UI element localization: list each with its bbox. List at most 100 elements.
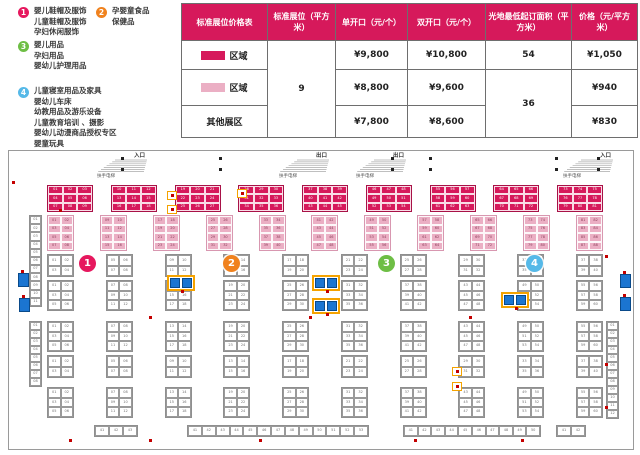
- booth-cell: 48: [499, 426, 513, 436]
- table-header-single-opening: 单开口（元/个）: [335, 3, 408, 41]
- booth-cell: 70: [483, 233, 497, 242]
- booth-cell: 09: [100, 216, 114, 225]
- legend-line: 保健品: [112, 16, 135, 26]
- column-dot: [429, 157, 432, 160]
- booth-cell: 49: [518, 322, 531, 332]
- booth-cell: 06: [77, 194, 92, 203]
- booth-cell: 36: [268, 202, 284, 211]
- booth-cell: 43: [459, 388, 472, 398]
- booth-cell: 27: [400, 265, 414, 276]
- booth-cell: 22: [166, 233, 179, 242]
- booth-block: 01 02 03 04 05 06: [47, 321, 74, 352]
- booth-cell: 14: [178, 388, 191, 398]
- desk-unit: [170, 278, 181, 288]
- booth-cell: 30: [268, 186, 284, 195]
- booth-cell: 41: [95, 426, 109, 436]
- booth-cell: 48: [471, 407, 485, 417]
- booth-cell: 48: [396, 186, 411, 195]
- fire-point-box: [237, 189, 247, 198]
- booth-cell: 36: [354, 300, 367, 310]
- booth-cell: 07: [48, 241, 61, 250]
- booth-cell: 70: [494, 202, 509, 211]
- booth-row-strip: 41 42: [556, 425, 586, 437]
- booth-cell: 81: [587, 202, 602, 211]
- booth-cell: 18: [295, 356, 309, 367]
- booth-cell: 55: [365, 241, 378, 250]
- booth-cell: 42: [571, 426, 585, 436]
- pillar-dot: [149, 316, 152, 319]
- facility-box: [620, 271, 631, 288]
- legend-item-4: 4 儿童寝室用品及家具 婴幼儿车床 幼教用品及游乐设备 儿童教育培训 、摄影 婴幼儿动漫商…: [18, 86, 117, 149]
- booth-block: 25 26 27 28 29 30: [282, 321, 310, 352]
- booth-cell: 15: [165, 290, 179, 301]
- booth-cell: 16: [178, 331, 191, 342]
- booth-cell: 42: [324, 216, 338, 225]
- booth-cell: 21: [341, 255, 355, 266]
- booth-cell: 75: [587, 186, 602, 195]
- booth-cell: 47: [312, 241, 325, 250]
- booth-cell: 31: [341, 281, 355, 291]
- booth-cell: 07: [607, 370, 618, 378]
- booth-cell: 01: [30, 322, 41, 330]
- legend-line: 婴儿用品: [34, 40, 64, 49]
- booth-cell: 53: [381, 202, 397, 211]
- booth-cell: 13: [165, 388, 179, 398]
- booth-cell: 05: [48, 233, 61, 242]
- facility-box: [620, 294, 631, 311]
- booth-cell: 15: [165, 331, 179, 342]
- booth-block: 41 42 43 44 45 46 47 48: [311, 215, 339, 251]
- booth-cell: 43: [431, 426, 445, 436]
- booth-block: 19 20 21 22 23 24: [223, 280, 251, 311]
- booth-block: 17 18 19 20: [282, 254, 310, 277]
- booth-cell: 31: [341, 322, 355, 332]
- column-dot: [597, 168, 600, 171]
- column-dot: [391, 168, 394, 171]
- booth-cell: 22: [175, 194, 191, 203]
- booth-cell: 42: [201, 426, 216, 436]
- booth-cell: 03: [30, 232, 41, 241]
- column-dot: [597, 157, 600, 160]
- booth-cell: 56: [377, 241, 391, 250]
- booth-cell: 69: [471, 233, 484, 242]
- booth-block: 09 10 11 12 13 14 15 16: [99, 215, 127, 251]
- legend-line: 婴幼儿车床: [34, 96, 72, 106]
- booth-cell: 16: [178, 397, 191, 408]
- entrance-label: 入口: [133, 153, 145, 159]
- booth-cell: 50: [377, 216, 391, 225]
- booth-cell: 17: [153, 216, 167, 225]
- booth-cell: 11: [607, 402, 618, 410]
- dark-zone-swatch: [201, 50, 226, 60]
- booth-cell: 10: [178, 356, 191, 367]
- booth-cell: 21: [224, 397, 237, 408]
- zone-cell: 区域: [181, 69, 268, 106]
- booth-cell: 18: [141, 202, 156, 211]
- double-opening-price: ¥10,800: [407, 40, 486, 70]
- booth-cell: 10: [119, 290, 132, 301]
- booth-cell: 55: [576, 388, 590, 398]
- booth-cell: 24: [236, 407, 250, 417]
- booth-cell: 07: [106, 366, 120, 377]
- booth-cell: 03: [48, 366, 61, 377]
- booth-cell: 41: [188, 426, 202, 436]
- zone-marker-3: 3: [378, 255, 395, 272]
- pillar-dot: [414, 439, 417, 442]
- booth-cell: 62: [445, 202, 460, 211]
- booth-cell: 79: [524, 241, 537, 250]
- booth-cell: 01: [48, 388, 61, 398]
- booth-block: 81 82 83 84 85 86 87 88: [575, 215, 603, 251]
- booth-cell: 29: [283, 407, 296, 417]
- table-header-zone: 标准展位价格表: [181, 3, 268, 41]
- booth-cell: 23: [341, 265, 355, 276]
- booth-cell: 57: [576, 290, 590, 301]
- booth-cell: 66: [523, 186, 539, 195]
- booth-cell: 56: [589, 388, 602, 398]
- booth-block: 01 02 03 04 05 06 07 08 09: [47, 185, 93, 212]
- column-dot: [555, 168, 558, 171]
- booth-cell: 50: [530, 388, 544, 398]
- booth-cell: 06: [607, 362, 618, 370]
- booth-block: 25 26 27 28 29 30 31 32: [205, 215, 233, 251]
- escalator-label: 扶手电梯: [97, 174, 115, 179]
- booth-cell: 49: [366, 194, 382, 203]
